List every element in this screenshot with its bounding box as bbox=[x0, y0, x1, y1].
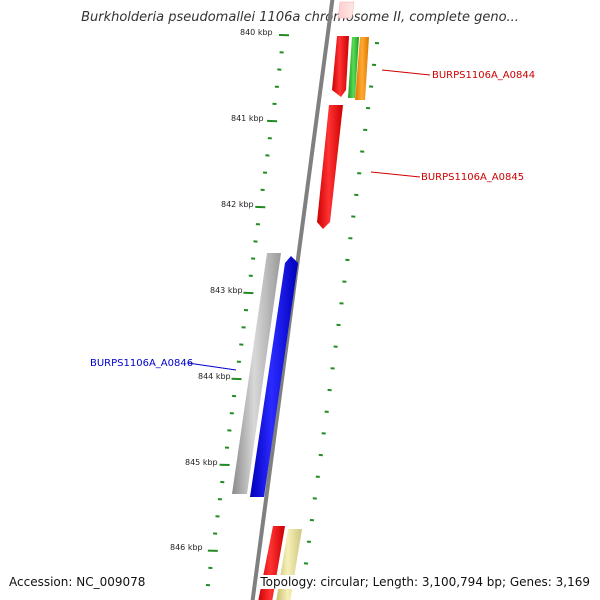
kbp-label-842: 842 kbp bbox=[221, 200, 254, 209]
callout-lines bbox=[187, 69, 431, 371]
gene-label-a0844[interactable]: BURPS1106A_A0844 bbox=[432, 70, 535, 81]
feature-group[interactable] bbox=[232, 1, 369, 600]
map-title: Burkholderia pseudomallei 1106a chromoso… bbox=[81, 10, 519, 25]
kbp-label-group: 840 kbp 841 kbp 842 kbp 843 kbp 844 kbp … bbox=[170, 28, 273, 552]
gene-label-a0845[interactable]: BURPS1106A_A0845 bbox=[421, 172, 524, 183]
kbp-label-846: 846 kbp bbox=[170, 543, 203, 552]
kbp-label-844: 844 kbp bbox=[198, 372, 231, 381]
gene-burps1106a-a0845[interactable] bbox=[317, 105, 343, 229]
topology-text: Topology: circular; Length: 3,100,794 bp… bbox=[260, 575, 590, 589]
gene-burps1106a-a0846[interactable] bbox=[250, 256, 298, 497]
kbp-label-841: 841 kbp bbox=[231, 114, 264, 123]
accession-text: Accession: NC_009078 bbox=[9, 575, 146, 589]
gene-burps1106a-a0844[interactable] bbox=[332, 36, 349, 97]
pale-red-feature[interactable] bbox=[337, 1, 355, 19]
gray-feature[interactable] bbox=[232, 253, 281, 494]
orange-feature[interactable] bbox=[355, 37, 369, 100]
green-feature[interactable] bbox=[348, 37, 359, 98]
kbp-label-840: 840 kbp bbox=[240, 28, 273, 37]
kbp-label-845: 845 kbp bbox=[185, 458, 218, 467]
kbp-label-843: 843 kbp bbox=[210, 286, 243, 295]
gene-label-a0846[interactable]: BURPS1106A_A0846 bbox=[90, 358, 193, 369]
inner-tick-track bbox=[205, 34, 290, 587]
